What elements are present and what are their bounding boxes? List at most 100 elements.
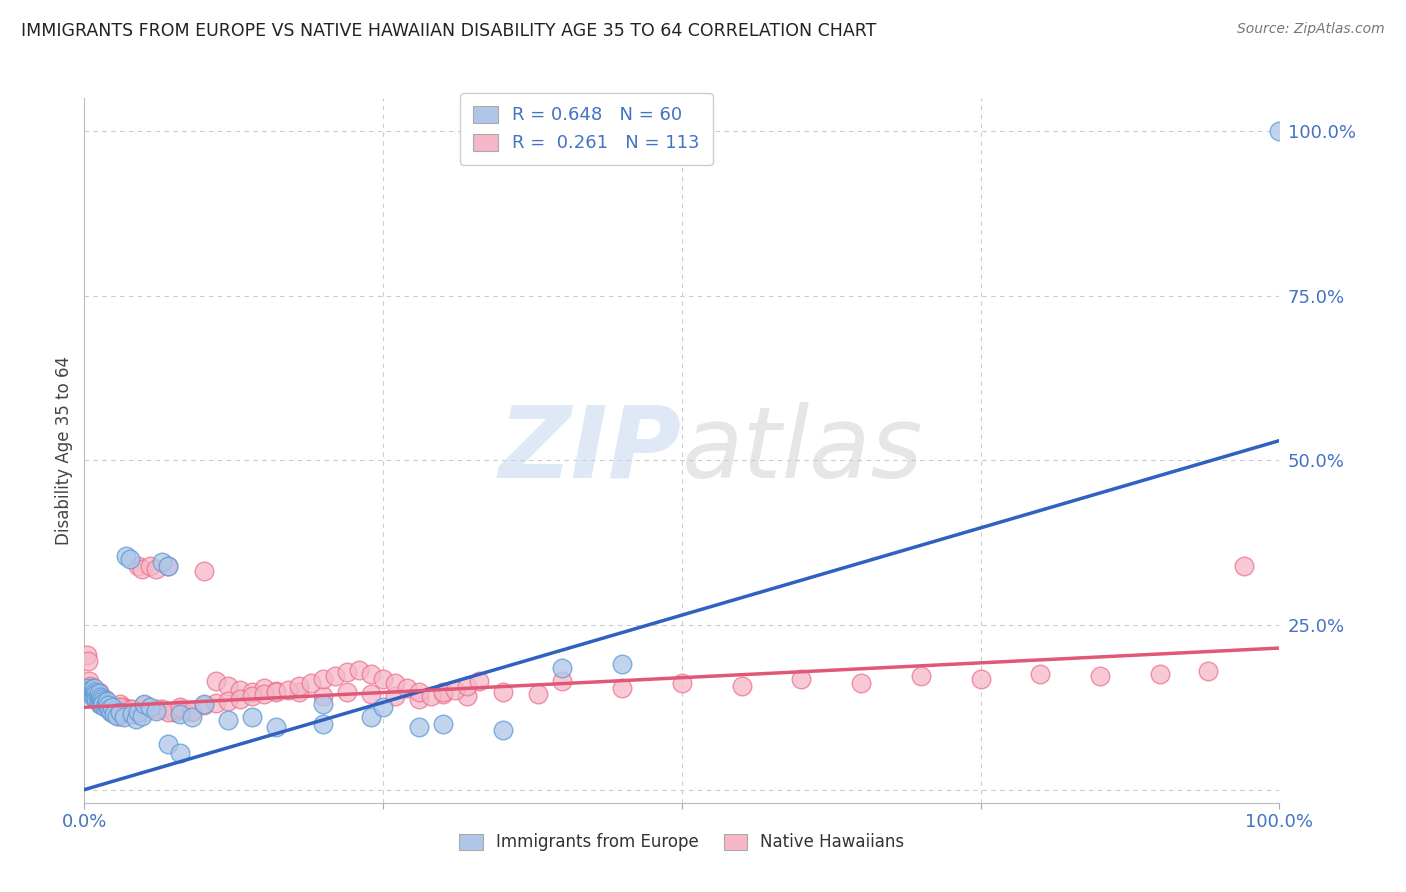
Point — [139, 700, 162, 714]
Point — [111, 700, 134, 714]
Point — [80, 687, 103, 701]
Point — [89, 697, 111, 711]
Point — [93, 696, 115, 710]
Point — [132, 697, 156, 711]
Point — [432, 685, 454, 699]
Point — [145, 704, 167, 718]
Point — [145, 562, 167, 576]
Point — [121, 705, 143, 719]
Point — [98, 702, 121, 716]
Point — [86, 689, 108, 703]
Point — [408, 685, 430, 699]
Point — [86, 691, 108, 706]
Point — [181, 704, 204, 718]
Point — [551, 673, 574, 688]
Point — [82, 683, 104, 698]
Point — [79, 682, 101, 697]
Point — [87, 685, 110, 699]
Point — [93, 696, 115, 710]
Point — [89, 690, 111, 705]
Point — [312, 689, 335, 703]
Point — [671, 676, 693, 690]
Point — [432, 687, 454, 701]
Point — [125, 711, 148, 725]
Point — [110, 705, 132, 719]
Text: atlas: atlas — [682, 402, 924, 499]
Point — [77, 681, 100, 695]
Point — [107, 705, 129, 719]
Point — [105, 709, 128, 723]
Point — [117, 705, 139, 719]
Point — [112, 710, 135, 724]
Point — [94, 700, 117, 714]
Text: IMMIGRANTS FROM EUROPE VS NATIVE HAWAIIAN DISABILITY AGE 35 TO 64 CORRELATION CH: IMMIGRANTS FROM EUROPE VS NATIVE HAWAIIA… — [21, 22, 876, 40]
Point — [181, 705, 204, 719]
Point — [205, 696, 228, 710]
Point — [970, 672, 993, 686]
Point — [91, 694, 114, 708]
Point — [145, 702, 167, 716]
Point — [193, 698, 215, 713]
Point — [240, 710, 263, 724]
Point — [181, 710, 204, 724]
Point — [118, 702, 141, 716]
Point — [91, 694, 114, 708]
Point — [77, 673, 100, 688]
Point — [96, 697, 118, 711]
Point — [89, 697, 111, 711]
Point — [408, 720, 430, 734]
Point — [89, 689, 111, 703]
Point — [82, 683, 104, 698]
Point — [551, 661, 574, 675]
Point — [82, 689, 104, 703]
Point — [288, 679, 311, 693]
Point — [373, 700, 395, 714]
Point — [94, 697, 117, 711]
Point — [169, 747, 191, 761]
Point — [127, 705, 149, 719]
Point — [87, 686, 110, 700]
Point — [110, 697, 132, 711]
Point — [91, 698, 114, 713]
Point — [139, 558, 162, 573]
Point — [492, 685, 515, 699]
Point — [103, 705, 125, 719]
Point — [193, 697, 215, 711]
Point — [240, 685, 263, 699]
Point — [336, 685, 359, 699]
Point — [90, 691, 112, 706]
Point — [82, 690, 104, 705]
Point — [360, 687, 382, 701]
Point — [1090, 669, 1112, 683]
Point — [253, 687, 276, 701]
Point — [77, 685, 100, 699]
Point — [312, 697, 335, 711]
Point — [325, 669, 347, 683]
Point — [97, 698, 120, 713]
Point — [132, 698, 156, 713]
Point — [100, 705, 122, 719]
Point — [83, 689, 105, 703]
Point — [169, 700, 191, 714]
Point — [851, 676, 873, 690]
Point — [104, 702, 127, 716]
Point — [131, 562, 153, 576]
Point — [118, 552, 141, 566]
Point — [731, 679, 754, 693]
Point — [87, 694, 110, 708]
Point — [157, 558, 180, 573]
Point — [93, 691, 115, 706]
Point — [229, 682, 252, 697]
Point — [373, 672, 395, 686]
Point — [1149, 667, 1171, 681]
Point — [115, 549, 138, 563]
Point — [101, 704, 124, 718]
Point — [157, 558, 180, 573]
Point — [84, 687, 107, 701]
Point — [83, 685, 105, 699]
Point — [77, 654, 100, 668]
Point — [79, 679, 101, 693]
Point — [121, 706, 143, 721]
Point — [150, 556, 173, 570]
Point — [86, 687, 108, 701]
